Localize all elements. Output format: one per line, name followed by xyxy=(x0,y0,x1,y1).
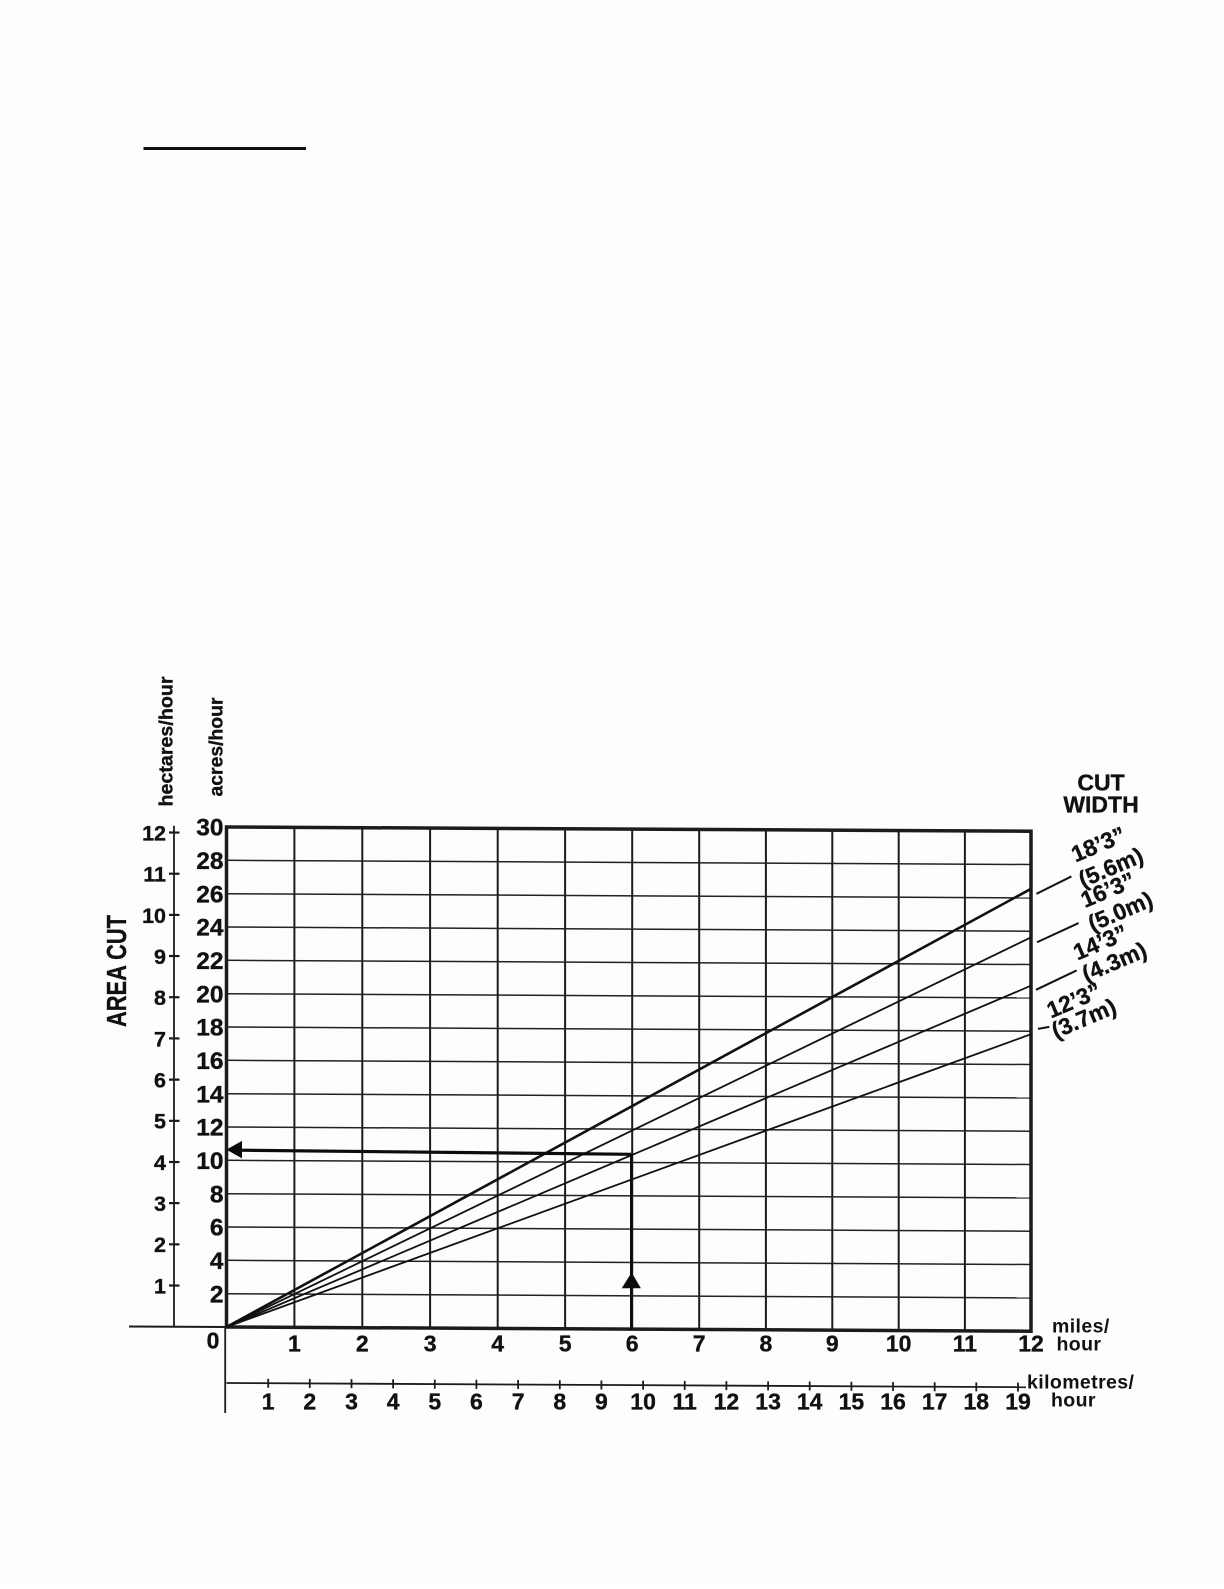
svg-text:24: 24 xyxy=(196,915,224,942)
svg-text:6: 6 xyxy=(626,1331,639,1357)
svg-text:acres/hour: acres/hour xyxy=(206,697,228,796)
svg-text:7: 7 xyxy=(154,1027,166,1051)
svg-text:4: 4 xyxy=(154,1151,166,1175)
svg-text:10: 10 xyxy=(142,904,166,928)
svg-text:3: 3 xyxy=(424,1331,437,1357)
svg-text:8: 8 xyxy=(210,1181,224,1208)
svg-text:3: 3 xyxy=(154,1192,166,1216)
svg-text:1: 1 xyxy=(262,1389,275,1415)
svg-text:10: 10 xyxy=(886,1331,912,1357)
svg-text:6: 6 xyxy=(470,1389,483,1415)
svg-text:5: 5 xyxy=(154,1110,166,1134)
svg-text:18: 18 xyxy=(196,1015,223,1042)
svg-text:4: 4 xyxy=(210,1248,224,1275)
svg-text:9: 9 xyxy=(154,945,166,969)
svg-text:hour: hour xyxy=(1057,1334,1102,1356)
svg-text:15: 15 xyxy=(839,1389,865,1415)
svg-text:2: 2 xyxy=(210,1281,224,1308)
svg-text:11: 11 xyxy=(673,1389,698,1415)
svg-text:17: 17 xyxy=(922,1389,948,1415)
svg-text:18: 18 xyxy=(964,1389,990,1415)
svg-text:10: 10 xyxy=(630,1389,656,1415)
svg-text:2: 2 xyxy=(356,1331,369,1357)
svg-text:11: 11 xyxy=(953,1331,978,1357)
svg-text:7: 7 xyxy=(693,1331,706,1357)
svg-text:14: 14 xyxy=(196,1081,224,1108)
svg-text:11: 11 xyxy=(143,863,166,887)
svg-text:2: 2 xyxy=(303,1389,316,1415)
svg-text:1: 1 xyxy=(288,1331,301,1357)
svg-text:12: 12 xyxy=(196,1115,223,1142)
svg-text:2: 2 xyxy=(154,1233,166,1257)
svg-text:0: 0 xyxy=(207,1328,220,1354)
svg-text:5: 5 xyxy=(428,1389,441,1415)
svg-text:12: 12 xyxy=(714,1389,740,1415)
svg-text:12: 12 xyxy=(142,821,166,845)
svg-text:13: 13 xyxy=(755,1389,781,1415)
svg-text:hectares/hour: hectares/hour xyxy=(156,676,178,806)
svg-text:hour: hour xyxy=(1051,1390,1096,1412)
svg-text:28: 28 xyxy=(196,848,223,875)
svg-text:9: 9 xyxy=(826,1331,839,1357)
svg-text:10: 10 xyxy=(196,1148,223,1175)
svg-text:9: 9 xyxy=(595,1389,608,1415)
svg-text:14: 14 xyxy=(797,1389,823,1415)
svg-text:5: 5 xyxy=(559,1331,572,1357)
svg-text:AREA CUT: AREA CUT xyxy=(101,915,132,1027)
svg-text:8: 8 xyxy=(154,986,166,1010)
svg-text:8: 8 xyxy=(553,1389,566,1415)
svg-text:16: 16 xyxy=(880,1389,906,1415)
svg-text:7: 7 xyxy=(512,1389,525,1415)
svg-text:6: 6 xyxy=(154,1069,166,1093)
svg-text:30: 30 xyxy=(196,815,223,842)
svg-text:26: 26 xyxy=(196,881,223,908)
svg-text:3: 3 xyxy=(345,1389,358,1415)
svg-text:22: 22 xyxy=(196,948,223,975)
svg-text:4: 4 xyxy=(491,1331,504,1357)
svg-text:8: 8 xyxy=(760,1331,773,1357)
svg-text:20: 20 xyxy=(196,981,223,1008)
svg-text:4: 4 xyxy=(387,1389,400,1415)
svg-text:16: 16 xyxy=(196,1048,223,1075)
svg-text:6: 6 xyxy=(210,1215,224,1242)
svg-text:WIDTH: WIDTH xyxy=(1063,792,1138,818)
svg-text:12: 12 xyxy=(1018,1331,1044,1357)
svg-text:1: 1 xyxy=(154,1274,166,1298)
